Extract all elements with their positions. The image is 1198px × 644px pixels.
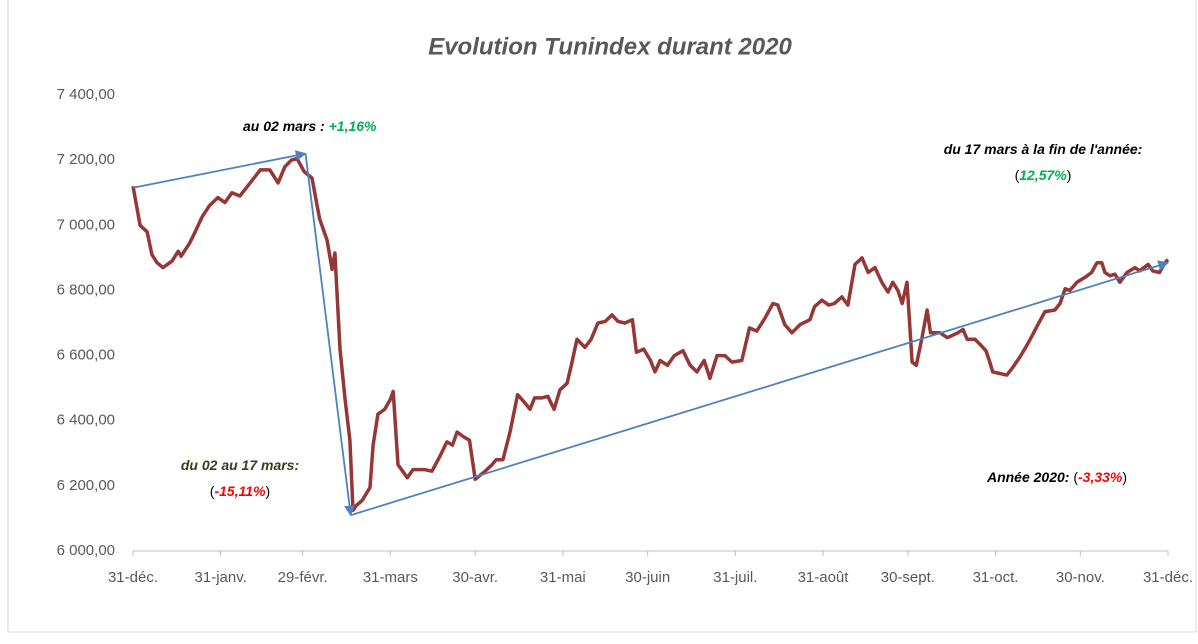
x-tick-label: 30-avr. — [452, 569, 498, 586]
annotation-part: 12,57% — [1019, 167, 1067, 183]
trend-arrow — [350, 260, 1170, 517]
annotation-part: ) — [1067, 167, 1072, 183]
chart-title: Evolution Tunindex durant 2020 — [428, 33, 792, 60]
x-tick-label: 31-mars — [363, 569, 418, 586]
y-tick-label: 6 400,00 — [57, 412, 115, 429]
annotation-part: du 02 au 17 mars: — [181, 457, 299, 473]
annotation-part: ( — [1015, 167, 1020, 183]
annotation-part: ) — [1122, 469, 1127, 485]
y-tick-label: 6 600,00 — [57, 347, 115, 364]
annotation-part: +1,16% — [329, 118, 377, 134]
trend-arrow — [132, 150, 307, 189]
annotation: du 02 au 17 mars: — [181, 457, 299, 473]
y-tick-label: 6 000,00 — [57, 542, 115, 559]
trend-arrow — [304, 153, 355, 517]
annotation-part: du 17 mars à la fin de l'année: — [944, 141, 1143, 157]
y-tick-label: 7 400,00 — [57, 86, 115, 103]
annotation: du 17 mars à la fin de l'année: — [944, 141, 1143, 157]
annotation-part: ) — [266, 483, 271, 499]
x-tick-label: 31-août — [798, 569, 850, 586]
x-tick-label: 31-déc. — [108, 569, 158, 586]
annotation-part: ( — [1073, 469, 1078, 485]
x-tick-label: 30-nov. — [1056, 569, 1105, 586]
annotation: (-15,11%) — [210, 483, 270, 499]
x-tick-label: 31-janv. — [195, 569, 247, 586]
annotation: (12,57%) — [1015, 167, 1072, 183]
x-tick-label: 30-sept. — [881, 569, 935, 586]
y-tick-label: 7 000,00 — [57, 216, 115, 233]
data-line — [131, 156, 1170, 513]
annotation-part: au 02 mars : — [243, 118, 329, 134]
x-tick-label: 31-oct. — [973, 569, 1019, 586]
annotation-part: -15,11% — [214, 483, 266, 499]
y-tick-label: 6 200,00 — [57, 477, 115, 494]
annotation-part: -3,33% — [1078, 469, 1123, 485]
x-tick-label: 31-juil. — [713, 569, 757, 586]
x-tick-label: 31-mai — [540, 569, 586, 586]
annotation: au 02 mars : +1,16% — [243, 118, 377, 134]
x-tick-label: 30-juin — [625, 569, 670, 586]
annotation-part: ( — [210, 483, 215, 499]
annotation: Année 2020: (-3,33%) — [986, 469, 1127, 485]
y-tick-label: 7 200,00 — [57, 151, 115, 168]
chart-frame — [7, 0, 1197, 633]
annotation-part: Année 2020: — [986, 469, 1073, 485]
y-tick-label: 6 800,00 — [57, 281, 115, 298]
x-tick-label: 31-déc. — [1143, 569, 1193, 586]
x-tick-label: 29-févr. — [278, 569, 328, 586]
